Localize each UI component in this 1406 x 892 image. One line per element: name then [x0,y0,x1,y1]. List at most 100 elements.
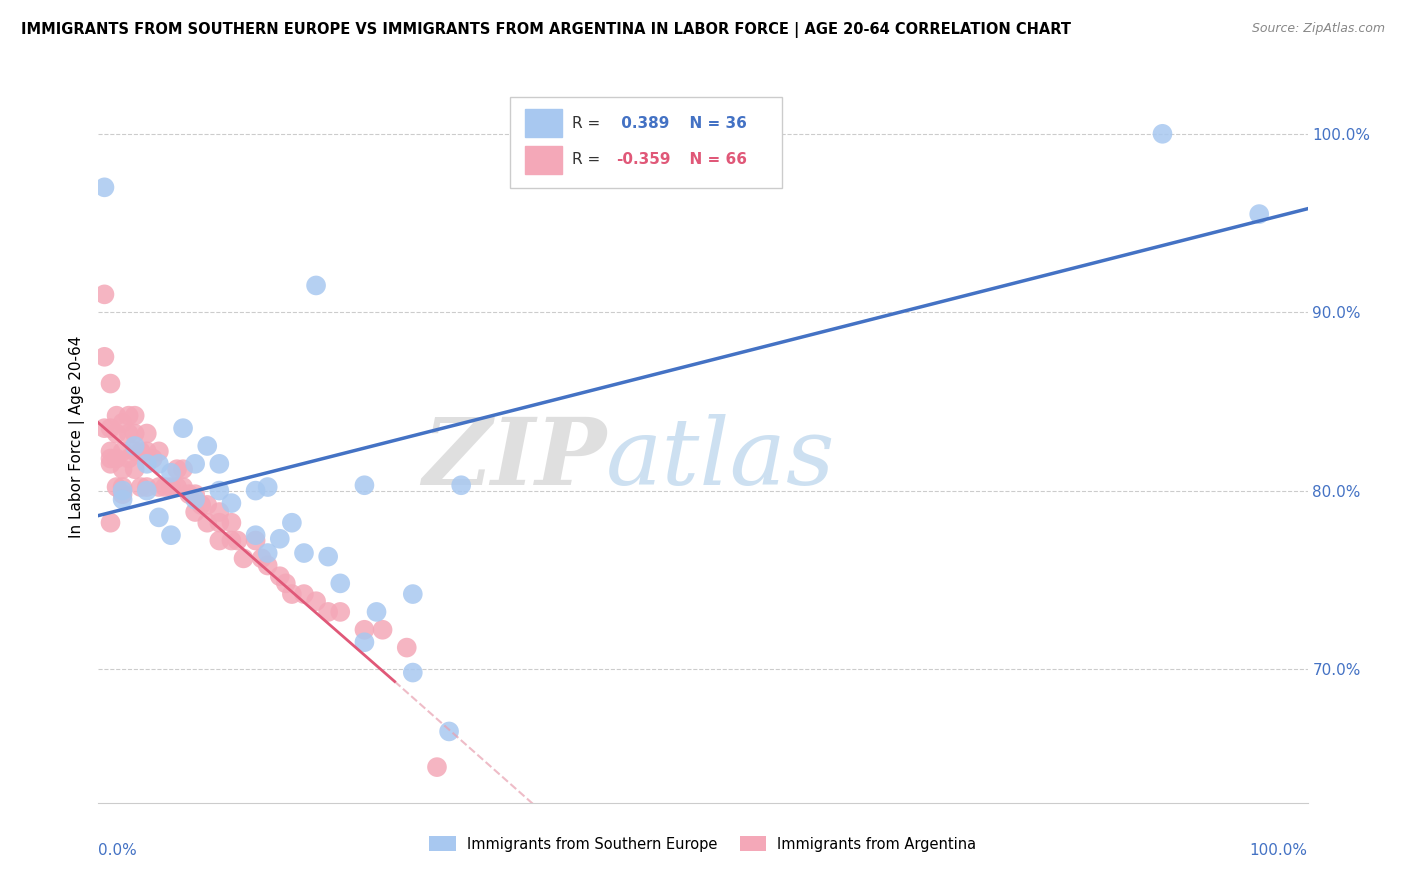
Point [221,533,243,548]
Point [256,480,278,494]
Point [100,451,122,466]
Point [329,576,352,591]
Point [195,498,218,512]
Point [437,724,460,739]
Point [111,483,134,498]
Point [172,462,194,476]
Point [166,480,188,494]
Point [148,444,170,458]
Point [256,558,278,573]
Point [172,480,194,494]
Point [353,478,375,492]
Point [160,480,183,494]
Point [93,287,115,301]
Point [105,409,128,423]
Text: N = 66: N = 66 [679,153,747,168]
Y-axis label: In Labor Force | Age 20-64: In Labor Force | Age 20-64 [69,336,84,538]
Point [292,546,315,560]
Point [292,587,315,601]
Point [118,451,141,466]
Point [135,426,157,441]
Point [93,350,115,364]
Text: ZIP: ZIP [422,414,606,504]
Point [232,551,254,566]
Point [118,409,141,423]
Point [135,480,157,494]
Point [250,551,273,566]
Point [245,528,267,542]
Point [274,576,297,591]
Text: R =: R = [572,116,606,131]
Point [148,457,170,471]
Point [148,480,170,494]
Point [208,483,231,498]
Point [316,549,339,564]
Legend: Immigrants from Southern Europe, Immigrants from Argentina: Immigrants from Southern Europe, Immigra… [423,830,983,858]
Point [269,532,291,546]
Point [124,439,146,453]
Point [208,533,231,548]
Point [184,457,207,471]
Point [124,426,146,441]
Point [142,451,165,466]
Point [124,409,146,423]
Text: IMMIGRANTS FROM SOUTHERN EUROPE VS IMMIGRANTS FROM ARGENTINA IN LABOR FORCE | AG: IMMIGRANTS FROM SOUTHERN EUROPE VS IMMIG… [21,22,1071,38]
Point [221,496,243,510]
Point [124,444,146,458]
Point [184,487,207,501]
Point [353,635,375,649]
Text: 100.0%: 100.0% [1250,843,1308,858]
Point [100,516,122,530]
Point [208,516,231,530]
Point [366,605,388,619]
Point [160,528,183,542]
Point [395,640,418,655]
Text: N = 36: N = 36 [679,116,747,131]
Point [1152,127,1174,141]
Text: atlas: atlas [606,414,835,504]
Point [426,760,449,774]
Point [245,533,267,548]
Point [316,605,339,619]
Point [105,480,128,494]
Point [93,421,115,435]
Point [245,483,267,498]
Point [111,492,134,507]
Point [281,587,304,601]
Point [195,439,218,453]
Point [100,421,122,435]
Point [135,444,157,458]
Point [269,569,291,583]
Point [305,594,328,608]
Text: Source: ZipAtlas.com: Source: ZipAtlas.com [1251,22,1385,36]
Point [195,516,218,530]
Point [450,478,472,492]
Text: -0.359: -0.359 [616,153,671,168]
Point [124,462,146,476]
Point [111,480,134,494]
Point [105,451,128,466]
Point [100,457,122,471]
Point [148,510,170,524]
Point [305,278,328,293]
Point [329,605,352,619]
Point [221,516,243,530]
Point [281,516,304,530]
Point [172,421,194,435]
Point [105,426,128,441]
Point [226,533,249,548]
Bar [526,110,561,137]
Point [129,480,152,494]
Point [93,180,115,194]
Point [184,505,207,519]
Text: R =: R = [572,153,606,168]
Point [153,480,176,494]
Point [179,487,201,501]
Point [100,376,122,391]
Point [402,665,425,680]
Point [371,623,394,637]
Point [353,623,375,637]
Point [135,483,157,498]
Point [118,426,141,441]
Point [190,498,212,512]
